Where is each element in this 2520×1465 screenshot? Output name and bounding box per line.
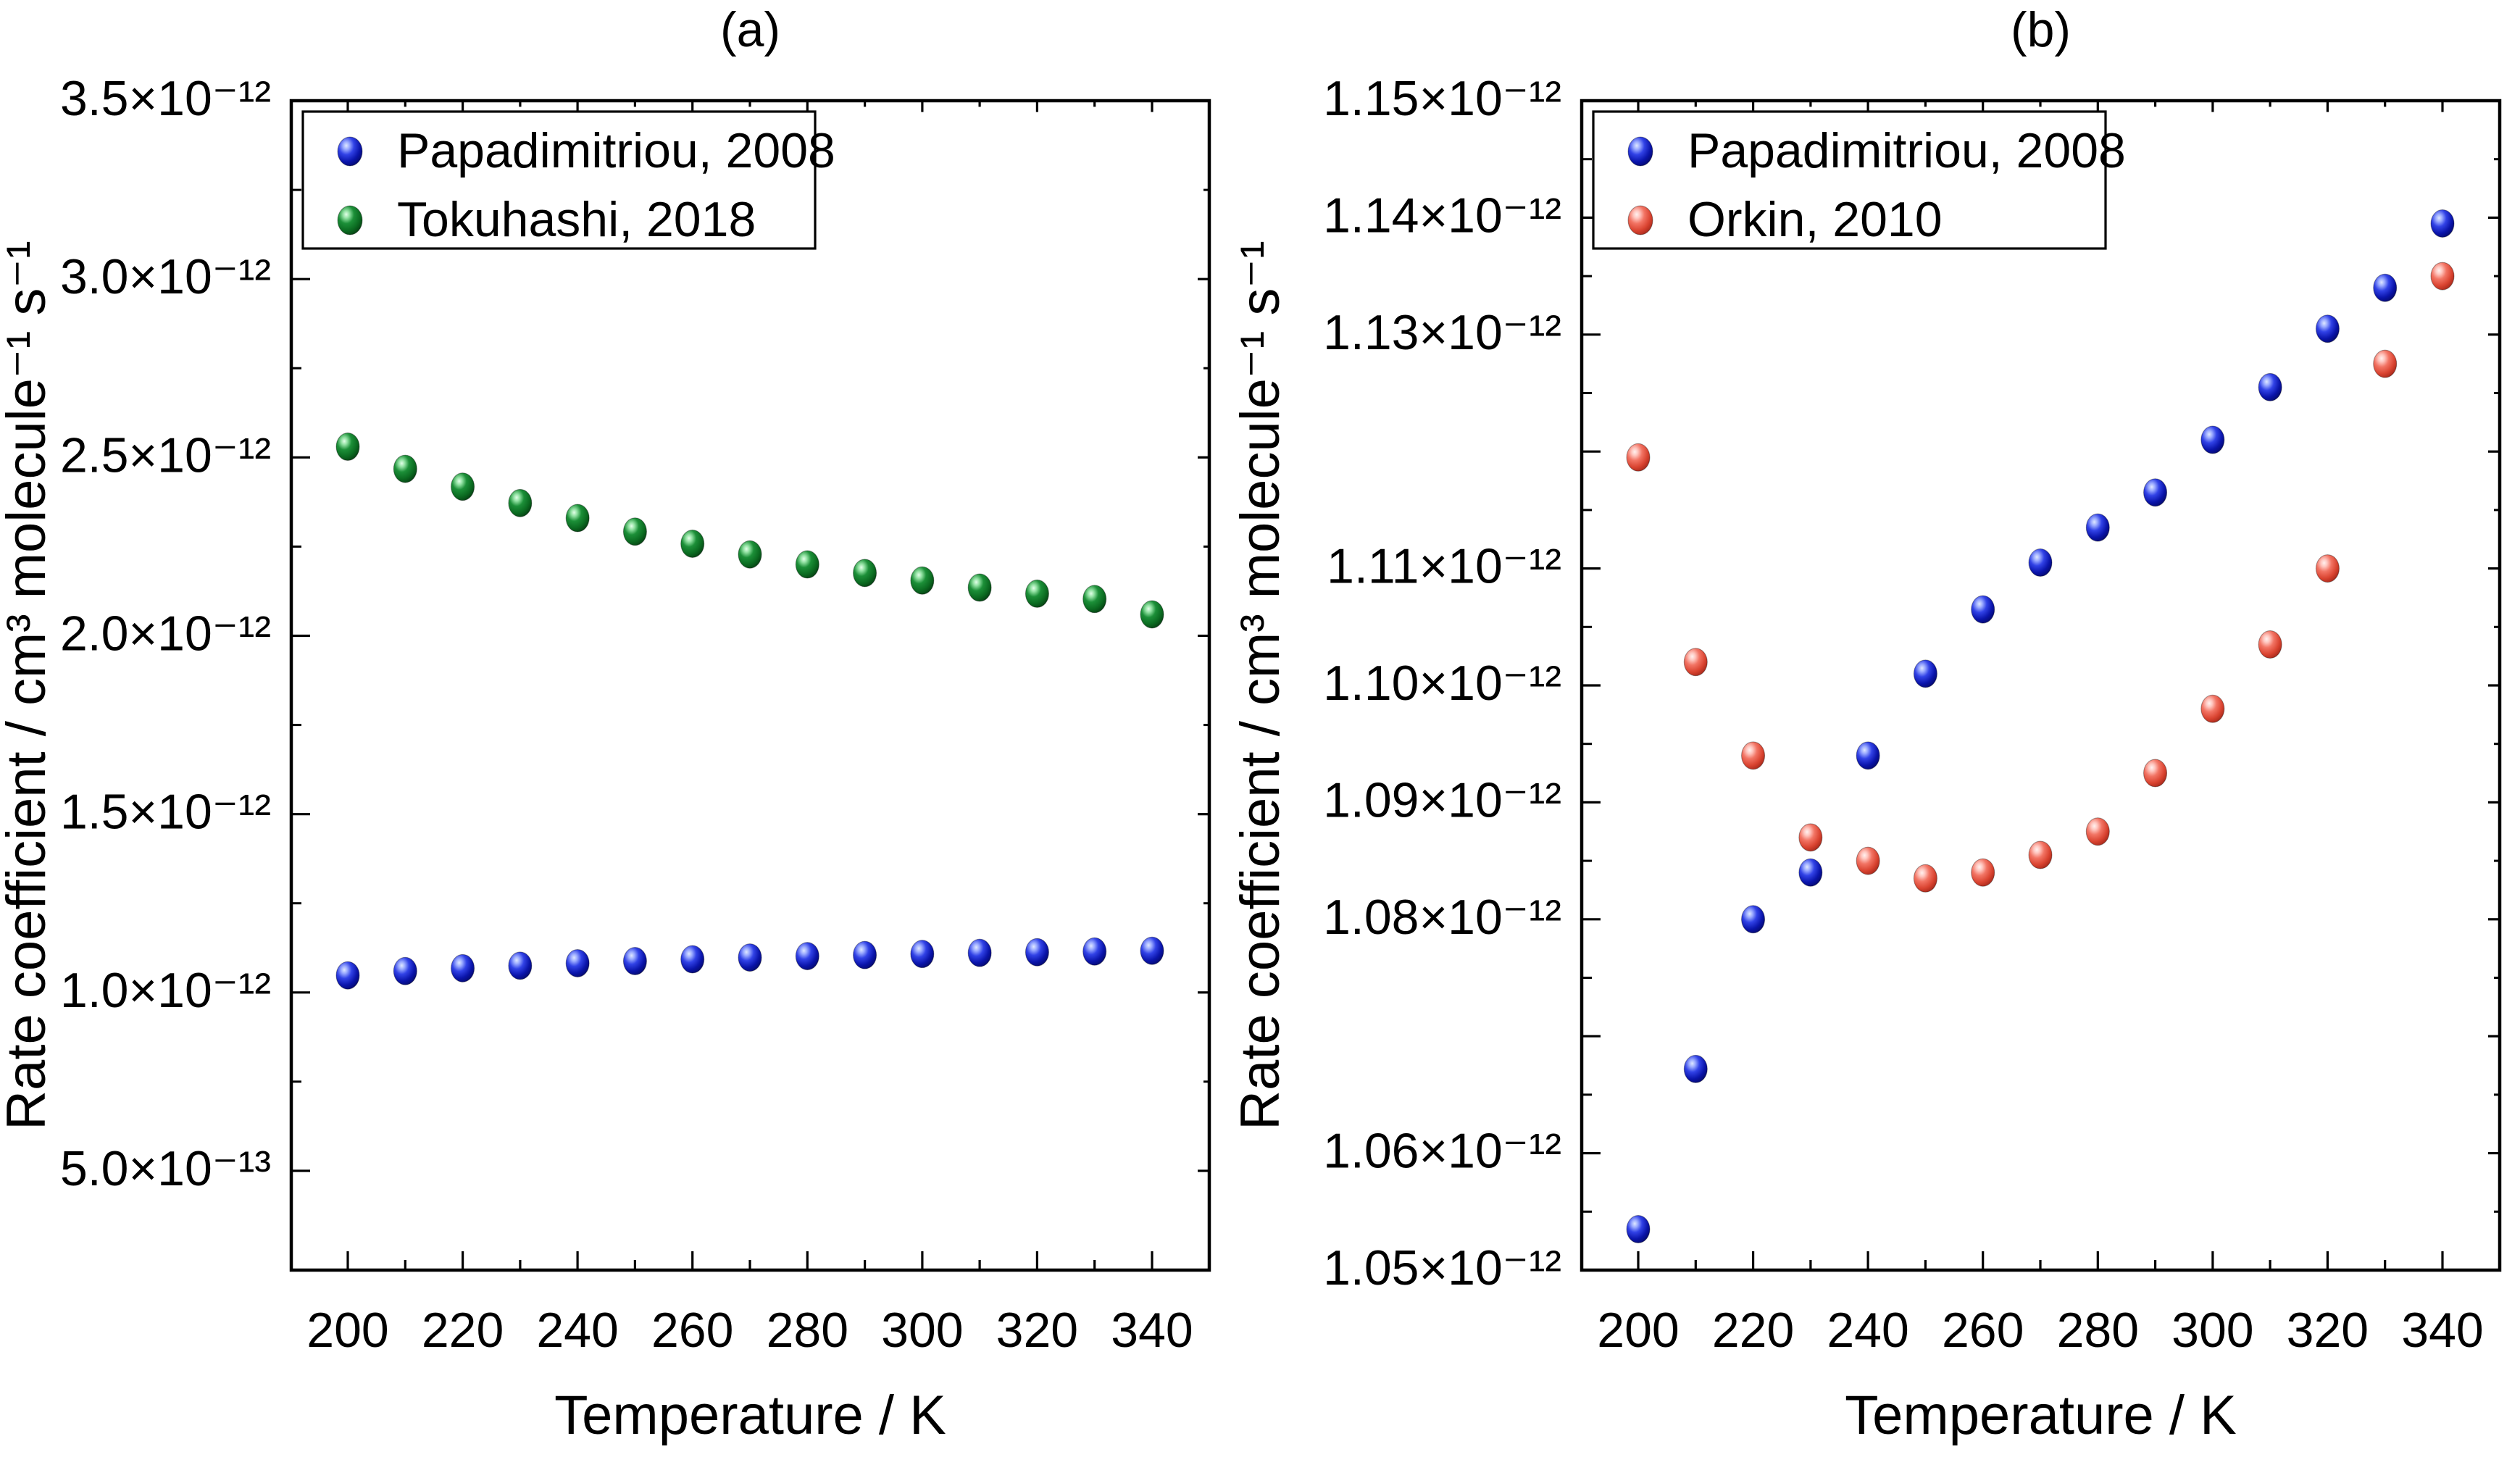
svg-text:1.09×10⁻¹²: 1.09×10⁻¹² — [1323, 772, 1561, 827]
svg-text:1.06×10⁻¹²: 1.06×10⁻¹² — [1323, 1124, 1561, 1179]
svg-text:3.0×10⁻¹²: 3.0×10⁻¹² — [60, 249, 271, 304]
svg-text:220: 220 — [1712, 1303, 1794, 1358]
svg-text:(a): (a) — [720, 2, 780, 57]
svg-text:320: 320 — [2287, 1303, 2369, 1358]
svg-text:1.08×10⁻¹²: 1.08×10⁻¹² — [1323, 890, 1561, 945]
svg-text:Temperature / K: Temperature / K — [554, 1385, 946, 1446]
svg-text:320: 320 — [996, 1303, 1078, 1358]
svg-text:300: 300 — [881, 1303, 963, 1358]
svg-text:1.5×10⁻¹²: 1.5×10⁻¹² — [60, 785, 271, 840]
svg-text:260: 260 — [1942, 1303, 2024, 1358]
svg-text:Tokuhashi, 2018: Tokuhashi, 2018 — [397, 192, 756, 247]
svg-text:240: 240 — [1827, 1303, 1908, 1358]
svg-text:340: 340 — [1111, 1303, 1193, 1358]
svg-text:1.13×10⁻¹²: 1.13×10⁻¹² — [1323, 305, 1561, 360]
svg-text:260: 260 — [651, 1303, 733, 1358]
svg-text:3.5×10⁻¹²: 3.5×10⁻¹² — [60, 71, 271, 126]
svg-text:1.0×10⁻¹²: 1.0×10⁻¹² — [60, 963, 271, 1018]
svg-text:Rate coefficient / cm³ molecul: Rate coefficient / cm³ molecule⁻¹ s⁻¹ — [0, 241, 57, 1130]
svg-text:280: 280 — [2057, 1303, 2139, 1358]
svg-text:Rate coefficient / cm³ molecul: Rate coefficient / cm³ molecule⁻¹ s⁻¹ — [1230, 241, 1291, 1130]
svg-text:Papadimitriou, 2008: Papadimitriou, 2008 — [1687, 123, 2126, 178]
svg-text:220: 220 — [422, 1303, 504, 1358]
svg-text:Papadimitriou, 2008: Papadimitriou, 2008 — [397, 123, 835, 178]
svg-text:2.5×10⁻¹²: 2.5×10⁻¹² — [60, 427, 271, 483]
svg-text:Orkin, 2010: Orkin, 2010 — [1687, 192, 1943, 247]
svg-text:2.0×10⁻¹²: 2.0×10⁻¹² — [60, 606, 271, 661]
svg-text:200: 200 — [306, 1303, 388, 1358]
svg-text:Temperature / K: Temperature / K — [1845, 1385, 2237, 1446]
svg-text:200: 200 — [1597, 1303, 1679, 1358]
svg-text:340: 340 — [2401, 1303, 2483, 1358]
svg-text:1.14×10⁻¹²: 1.14×10⁻¹² — [1323, 188, 1561, 243]
svg-text:(b): (b) — [2011, 2, 2071, 57]
svg-text:1.05×10⁻¹²: 1.05×10⁻¹² — [1323, 1240, 1561, 1295]
svg-text:240: 240 — [536, 1303, 618, 1358]
svg-text:1.10×10⁻¹²: 1.10×10⁻¹² — [1323, 656, 1561, 711]
svg-text:5.0×10⁻¹³: 5.0×10⁻¹³ — [60, 1141, 271, 1196]
svg-text:1.11×10⁻¹²: 1.11×10⁻¹² — [1327, 539, 1561, 594]
svg-text:1.15×10⁻¹²: 1.15×10⁻¹² — [1323, 71, 1561, 126]
svg-text:280: 280 — [767, 1303, 848, 1358]
svg-text:300: 300 — [2171, 1303, 2253, 1358]
